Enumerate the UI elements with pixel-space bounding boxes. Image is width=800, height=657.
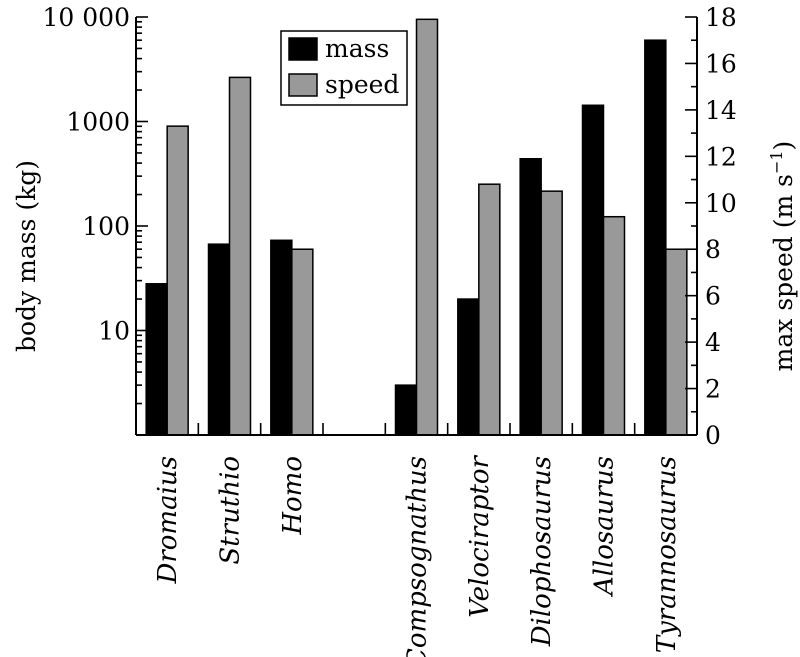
bar-mass-struthio bbox=[207, 243, 231, 436]
category-label-dromaius: Dromaius bbox=[153, 456, 183, 585]
category-ticks bbox=[197, 423, 636, 435]
right-tick-label: 2 bbox=[705, 375, 721, 404]
left-tick-label: 1000 bbox=[66, 108, 130, 137]
left-tick-label: 100 bbox=[82, 212, 130, 241]
right-axis-title-close: ) bbox=[769, 141, 798, 151]
legend-label-speed: speed bbox=[325, 70, 399, 99]
bar-mass-velociraptor bbox=[457, 298, 480, 436]
bar-mass-homo bbox=[270, 239, 293, 436]
bar-mass-tyrannosaurus bbox=[644, 39, 667, 436]
category-label-tyrannosaurus: Tyrannosaurus bbox=[652, 456, 682, 653]
right-tick-label: 6 bbox=[705, 282, 721, 311]
right-axis-ticks: 0 2 4 6 8 10 12 14 16 18 bbox=[685, 3, 737, 450]
bar-speed-struthio bbox=[228, 76, 252, 436]
legend-swatch-speed bbox=[288, 73, 318, 97]
right-tick-label: 10 bbox=[705, 189, 737, 218]
right-axis-title-main: max speed (m s bbox=[769, 174, 798, 371]
bar-mass-allosaurus bbox=[581, 104, 605, 436]
right-axis-title: max speed (m s−1) bbox=[767, 141, 798, 372]
category-label-compsognathus: Compsognathus bbox=[403, 456, 433, 657]
category-labels: Dromaius Struthio Homo Compsognathus Velocir… bbox=[153, 454, 682, 657]
bar-mass-dilophosaurus bbox=[519, 158, 542, 436]
right-tick-label: 16 bbox=[705, 49, 737, 78]
category-label-dilophosaurus: Dilophosaurus bbox=[527, 456, 557, 647]
left-axis-ticks: 10 100 1000 10 000 bbox=[43, 3, 148, 405]
right-tick-label: 4 bbox=[705, 328, 721, 357]
right-tick-label: 12 bbox=[705, 142, 737, 171]
legend: mass speed bbox=[280, 30, 408, 106]
bar-speed-compsognathus bbox=[415, 18, 439, 436]
right-tick-label: 8 bbox=[705, 235, 721, 264]
legend-swatch-mass bbox=[288, 37, 318, 61]
category-label-velociraptor: Velociraptor bbox=[465, 454, 495, 617]
right-tick-label: 14 bbox=[705, 96, 737, 125]
right-tick-label: 18 bbox=[705, 3, 737, 32]
bar-speed-allosaurus bbox=[602, 215, 626, 436]
category-label-allosaurus: Allosaurus bbox=[590, 456, 620, 597]
bar-speed-velociraptor bbox=[478, 183, 501, 436]
left-tick-label: 10 000 bbox=[43, 3, 130, 32]
bar-speed-homo bbox=[291, 248, 314, 436]
left-tick-label: 10 bbox=[98, 317, 130, 346]
bar-mass-dromaius bbox=[145, 283, 168, 436]
bar-mass-compsognathus bbox=[394, 384, 418, 436]
left-axis-title: body mass (kg) bbox=[12, 160, 41, 352]
legend-label-mass: mass bbox=[325, 34, 389, 63]
right-tick-label: 0 bbox=[705, 421, 721, 450]
bar-speed-dilophosaurus bbox=[540, 190, 563, 436]
bars-group bbox=[145, 18, 688, 436]
category-label-homo: Homo bbox=[278, 456, 308, 536]
bar-speed-dromaius bbox=[166, 125, 189, 436]
category-label-struthio: Struthio bbox=[216, 456, 246, 565]
bar-speed-tyrannosaurus bbox=[665, 248, 688, 436]
right-axis-title-superscript: −1 bbox=[767, 150, 786, 174]
